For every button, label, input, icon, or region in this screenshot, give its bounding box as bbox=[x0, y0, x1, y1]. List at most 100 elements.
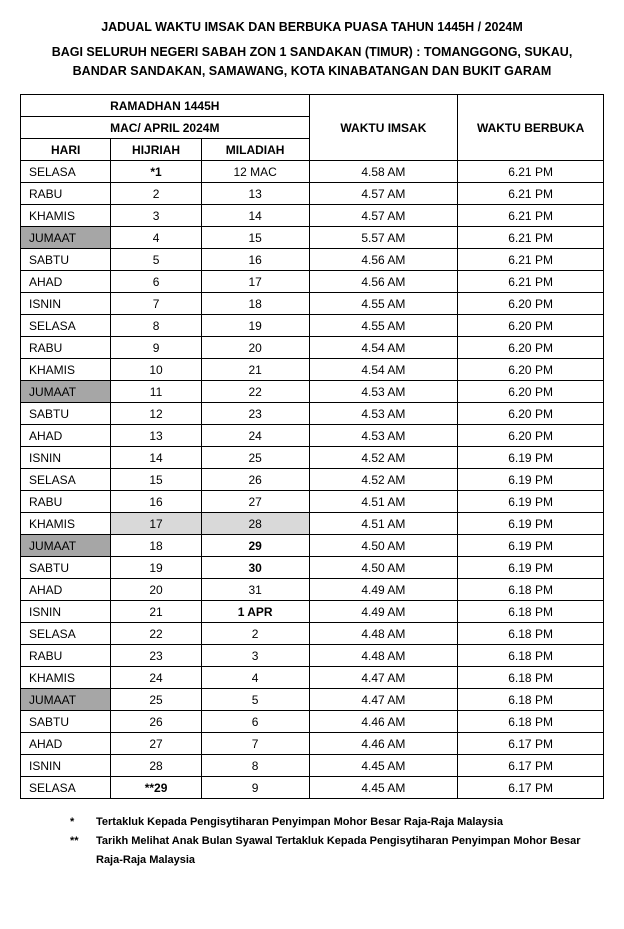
cell-imsak: 4.55 AM bbox=[309, 293, 458, 315]
cell-hijriah: 3 bbox=[111, 205, 201, 227]
cell-hijriah: 18 bbox=[111, 535, 201, 557]
page-subtitle: BAGI SELURUH NEGERI SABAH ZON 1 SANDAKAN… bbox=[20, 43, 604, 81]
cell-miladiah: 3 bbox=[201, 645, 309, 667]
cell-imsak: 4.53 AM bbox=[309, 403, 458, 425]
cell-imsak: 4.45 AM bbox=[309, 777, 458, 799]
cell-miladiah: 27 bbox=[201, 491, 309, 513]
cell-hari: RABU bbox=[21, 491, 111, 513]
cell-hijriah: 14 bbox=[111, 447, 201, 469]
cell-hari: SABTU bbox=[21, 557, 111, 579]
cell-imsak: 4.53 AM bbox=[309, 381, 458, 403]
cell-berbuka: 6.21 PM bbox=[458, 161, 604, 183]
cell-miladiah: 15 bbox=[201, 227, 309, 249]
footnote-1-mark: * bbox=[70, 813, 96, 832]
page-title: JADUAL WAKTU IMSAK DAN BERBUKA PUASA TAH… bbox=[20, 18, 604, 37]
cell-miladiah: 2 bbox=[201, 623, 309, 645]
cell-hijriah: 7 bbox=[111, 293, 201, 315]
cell-hari: KHAMIS bbox=[21, 205, 111, 227]
cell-berbuka: 6.17 PM bbox=[458, 755, 604, 777]
cell-berbuka: 6.18 PM bbox=[458, 689, 604, 711]
cell-hijriah: 16 bbox=[111, 491, 201, 513]
table-row: AHAD13244.53 AM6.20 PM bbox=[21, 425, 604, 447]
cell-imsak: 4.48 AM bbox=[309, 623, 458, 645]
cell-hari: SELASA bbox=[21, 469, 111, 491]
header-hari: HARI bbox=[21, 139, 111, 161]
cell-imsak: 4.52 AM bbox=[309, 469, 458, 491]
table-row: RABU9204.54 AM6.20 PM bbox=[21, 337, 604, 359]
cell-imsak: 4.52 AM bbox=[309, 447, 458, 469]
cell-imsak: 4.49 AM bbox=[309, 579, 458, 601]
table-row: RABU2134.57 AM6.21 PM bbox=[21, 183, 604, 205]
cell-hari: JUMAAT bbox=[21, 535, 111, 557]
cell-hari: ISNIN bbox=[21, 755, 111, 777]
cell-imsak: 4.55 AM bbox=[309, 315, 458, 337]
cell-berbuka: 6.19 PM bbox=[458, 447, 604, 469]
header-imsak: WAKTU IMSAK bbox=[309, 95, 458, 161]
cell-berbuka: 6.21 PM bbox=[458, 227, 604, 249]
footnotes: * Tertakluk Kepada Pengisytiharan Penyim… bbox=[20, 813, 604, 869]
cell-hari: RABU bbox=[21, 183, 111, 205]
cell-berbuka: 6.20 PM bbox=[458, 293, 604, 315]
schedule-table: RAMADHAN 1445H WAKTU IMSAK WAKTU BERBUKA… bbox=[20, 94, 604, 799]
cell-miladiah: 29 bbox=[201, 535, 309, 557]
cell-berbuka: 6.21 PM bbox=[458, 183, 604, 205]
cell-imsak: 4.50 AM bbox=[309, 535, 458, 557]
cell-imsak: 4.54 AM bbox=[309, 359, 458, 381]
cell-hari: RABU bbox=[21, 337, 111, 359]
cell-imsak: 4.56 AM bbox=[309, 249, 458, 271]
cell-hari: SELASA bbox=[21, 623, 111, 645]
header-hijriah: HIJRIAH bbox=[111, 139, 201, 161]
table-row: SELASA15264.52 AM6.19 PM bbox=[21, 469, 604, 491]
cell-imsak: 5.57 AM bbox=[309, 227, 458, 249]
cell-berbuka: 6.18 PM bbox=[458, 667, 604, 689]
cell-hari: AHAD bbox=[21, 733, 111, 755]
cell-hari: SELASA bbox=[21, 161, 111, 183]
cell-hijriah: 6 bbox=[111, 271, 201, 293]
cell-miladiah: 9 bbox=[201, 777, 309, 799]
cell-hijriah: *1 bbox=[111, 161, 201, 183]
cell-hijriah: 2 bbox=[111, 183, 201, 205]
cell-miladiah: 23 bbox=[201, 403, 309, 425]
cell-imsak: 4.47 AM bbox=[309, 667, 458, 689]
cell-hijriah: 12 bbox=[111, 403, 201, 425]
cell-berbuka: 6.20 PM bbox=[458, 337, 604, 359]
cell-hari: JUMAAT bbox=[21, 227, 111, 249]
cell-imsak: 4.57 AM bbox=[309, 205, 458, 227]
cell-hijriah: 26 bbox=[111, 711, 201, 733]
cell-miladiah: 21 bbox=[201, 359, 309, 381]
cell-hijriah: 10 bbox=[111, 359, 201, 381]
cell-miladiah: 18 bbox=[201, 293, 309, 315]
table-row: SELASA2224.48 AM6.18 PM bbox=[21, 623, 604, 645]
cell-hari: AHAD bbox=[21, 425, 111, 447]
header-miladiah: MILADIAH bbox=[201, 139, 309, 161]
cell-berbuka: 6.18 PM bbox=[458, 579, 604, 601]
cell-berbuka: 6.20 PM bbox=[458, 359, 604, 381]
table-row: SELASA*112 MAC4.58 AM6.21 PM bbox=[21, 161, 604, 183]
cell-hari: ISNIN bbox=[21, 293, 111, 315]
cell-berbuka: 6.21 PM bbox=[458, 205, 604, 227]
cell-miladiah: 7 bbox=[201, 733, 309, 755]
table-row: SELASA8194.55 AM6.20 PM bbox=[21, 315, 604, 337]
table-row: RABU2334.48 AM6.18 PM bbox=[21, 645, 604, 667]
cell-berbuka: 6.19 PM bbox=[458, 535, 604, 557]
cell-imsak: 4.45 AM bbox=[309, 755, 458, 777]
cell-imsak: 4.46 AM bbox=[309, 711, 458, 733]
table-row: AHAD6174.56 AM6.21 PM bbox=[21, 271, 604, 293]
cell-miladiah: 17 bbox=[201, 271, 309, 293]
cell-miladiah: 28 bbox=[201, 513, 309, 535]
table-row: JUMAAT18294.50 AM6.19 PM bbox=[21, 535, 604, 557]
table-row: ISNIN2884.45 AM6.17 PM bbox=[21, 755, 604, 777]
table-row: RABU16274.51 AM6.19 PM bbox=[21, 491, 604, 513]
cell-berbuka: 6.17 PM bbox=[458, 777, 604, 799]
cell-imsak: 4.57 AM bbox=[309, 183, 458, 205]
cell-miladiah: 14 bbox=[201, 205, 309, 227]
cell-imsak: 4.50 AM bbox=[309, 557, 458, 579]
cell-berbuka: 6.17 PM bbox=[458, 733, 604, 755]
footnote-1: * Tertakluk Kepada Pengisytiharan Penyim… bbox=[70, 813, 604, 832]
cell-imsak: 4.53 AM bbox=[309, 425, 458, 447]
cell-hijriah: 19 bbox=[111, 557, 201, 579]
cell-berbuka: 6.19 PM bbox=[458, 557, 604, 579]
cell-berbuka: 6.21 PM bbox=[458, 249, 604, 271]
table-row: JUMAAT11224.53 AM6.20 PM bbox=[21, 381, 604, 403]
table-row: SELASA**2994.45 AM6.17 PM bbox=[21, 777, 604, 799]
